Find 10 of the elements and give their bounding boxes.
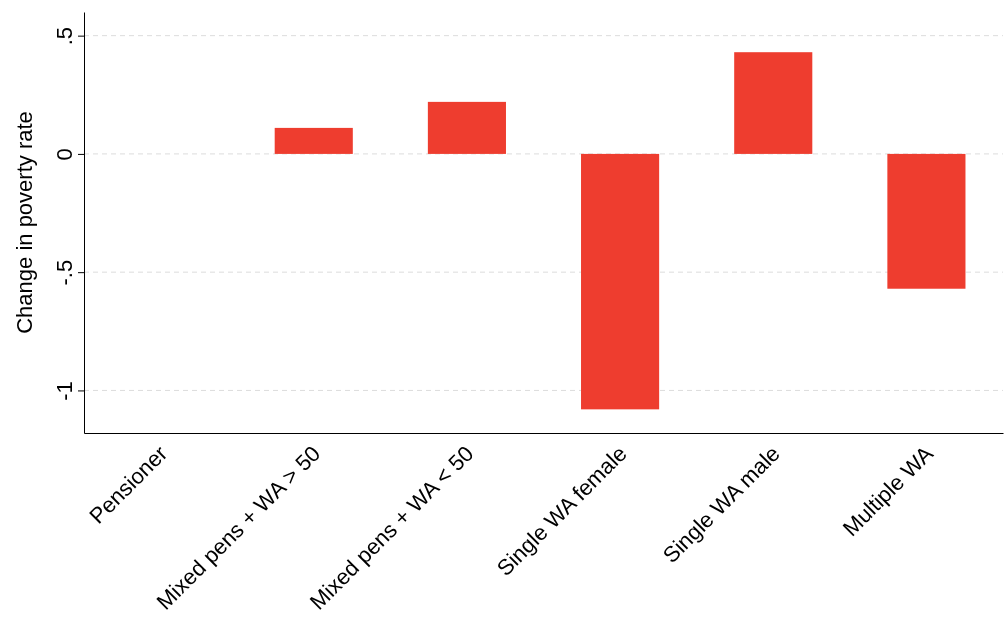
bar	[887, 153, 966, 289]
bar	[274, 127, 353, 154]
bar	[734, 52, 813, 154]
y-tick-label: 0	[52, 148, 77, 161]
bar	[581, 153, 660, 410]
y-tick-label: -1	[52, 381, 77, 401]
y-tick-label: .5	[52, 26, 77, 46]
bar	[427, 101, 506, 154]
y-axis-title: Change in poverty rate	[12, 111, 37, 334]
y-tick-label: -.5	[52, 259, 77, 286]
